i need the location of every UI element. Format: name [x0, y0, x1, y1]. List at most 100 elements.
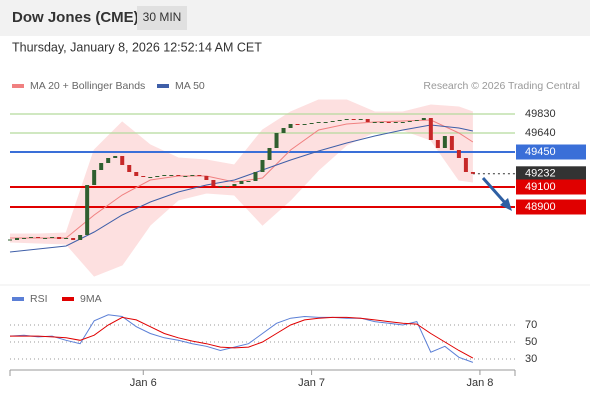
moving-average — [10, 119, 474, 239]
candle — [29, 237, 34, 238]
candle — [225, 186, 230, 187]
candle — [15, 238, 20, 240]
candle — [435, 140, 440, 148]
candle — [232, 184, 237, 186]
candle — [253, 172, 258, 181]
candle — [421, 118, 426, 120]
candle — [71, 238, 76, 240]
candle — [323, 122, 328, 123]
candle — [120, 156, 125, 165]
level-label-bg — [516, 166, 586, 182]
level-label: 48900 — [525, 201, 556, 213]
candle — [302, 124, 307, 125]
candle — [463, 158, 468, 172]
bollinger-lower — [9, 129, 473, 277]
title: Dow Jones (CME) — [12, 9, 139, 26]
candle — [99, 163, 104, 170]
candle — [246, 181, 251, 182]
candle — [456, 150, 461, 158]
level-label: 49450 — [525, 146, 556, 158]
source: Research © 2026 Trading Central — [423, 80, 580, 92]
legend-label: MA 20 + Bollinger Bands — [30, 80, 145, 92]
timestamp: Thursday, January 8, 2026 12:52:14 AM CE… — [12, 40, 262, 54]
level-label: 49100 — [525, 181, 556, 193]
candle — [92, 170, 97, 185]
plot-layer: MA 20 + Bollinger Bands MA 50 49830 49640 49… — [8, 80, 586, 389]
candle — [183, 176, 188, 177]
bollinger-upper — [10, 99, 474, 235]
candle — [470, 172, 475, 174]
y-tick-label: 50 — [525, 336, 537, 348]
level-label: 49830 — [525, 108, 556, 120]
candle — [85, 185, 90, 235]
candle — [211, 180, 216, 186]
x-tick-label: Jan 8 — [466, 377, 493, 389]
legend-label: MA 50 — [175, 80, 205, 92]
candle — [239, 181, 244, 184]
candle — [36, 237, 41, 238]
x-tick-label: Jan 6 — [130, 377, 157, 389]
candle — [442, 136, 447, 148]
candle — [176, 175, 181, 176]
candle — [337, 120, 342, 121]
candle — [309, 123, 314, 124]
candle — [141, 176, 146, 177]
legend-swatch — [62, 297, 74, 301]
candle — [22, 238, 27, 239]
candle — [386, 122, 391, 123]
timeframe-badge — [137, 6, 187, 30]
x-tick-label: Jan 7 — [298, 377, 325, 389]
level-label-bg — [516, 144, 586, 160]
level-label: 49232 — [525, 168, 556, 180]
candle — [190, 175, 195, 176]
candle — [414, 120, 419, 121]
candle — [365, 119, 370, 122]
candle — [57, 237, 62, 239]
candle — [358, 119, 363, 120]
legend-swatch — [12, 297, 24, 301]
candle — [393, 122, 398, 123]
moving-average — [9, 124, 474, 253]
candle — [204, 176, 209, 180]
candle — [197, 175, 202, 176]
candle — [43, 238, 48, 239]
candle — [330, 121, 335, 122]
candle — [274, 133, 279, 148]
candle — [400, 122, 405, 123]
candle — [162, 175, 167, 176]
level-label-bg — [516, 179, 586, 195]
candle — [288, 124, 293, 128]
indicator-line — [10, 316, 474, 359]
candle — [155, 176, 160, 177]
legend-label: RSI — [30, 293, 48, 305]
candle — [127, 165, 132, 172]
header-bg — [0, 0, 590, 36]
y-tick-label: 30 — [525, 353, 537, 365]
candle — [148, 177, 153, 178]
candle — [50, 237, 55, 238]
candle — [407, 121, 412, 122]
candle — [449, 136, 454, 150]
candle — [260, 160, 265, 172]
candle — [78, 235, 83, 240]
candle — [351, 119, 356, 120]
candle — [295, 124, 300, 125]
y-tick-label: 70 — [525, 319, 537, 331]
candle — [267, 148, 272, 160]
candle — [64, 238, 69, 239]
candle — [113, 156, 118, 158]
candle — [169, 175, 174, 176]
candle — [372, 122, 377, 123]
candle — [344, 119, 349, 120]
candle — [134, 172, 139, 176]
legend-label: 9MA — [80, 293, 102, 305]
candle — [106, 158, 111, 163]
arrow — [481, 177, 509, 206]
legend-swatch — [12, 84, 24, 88]
candle — [316, 122, 321, 123]
timeframe: 30 MIN — [143, 10, 182, 24]
legend-swatch — [157, 84, 169, 88]
candle — [218, 186, 223, 187]
indicator-line — [9, 314, 474, 363]
